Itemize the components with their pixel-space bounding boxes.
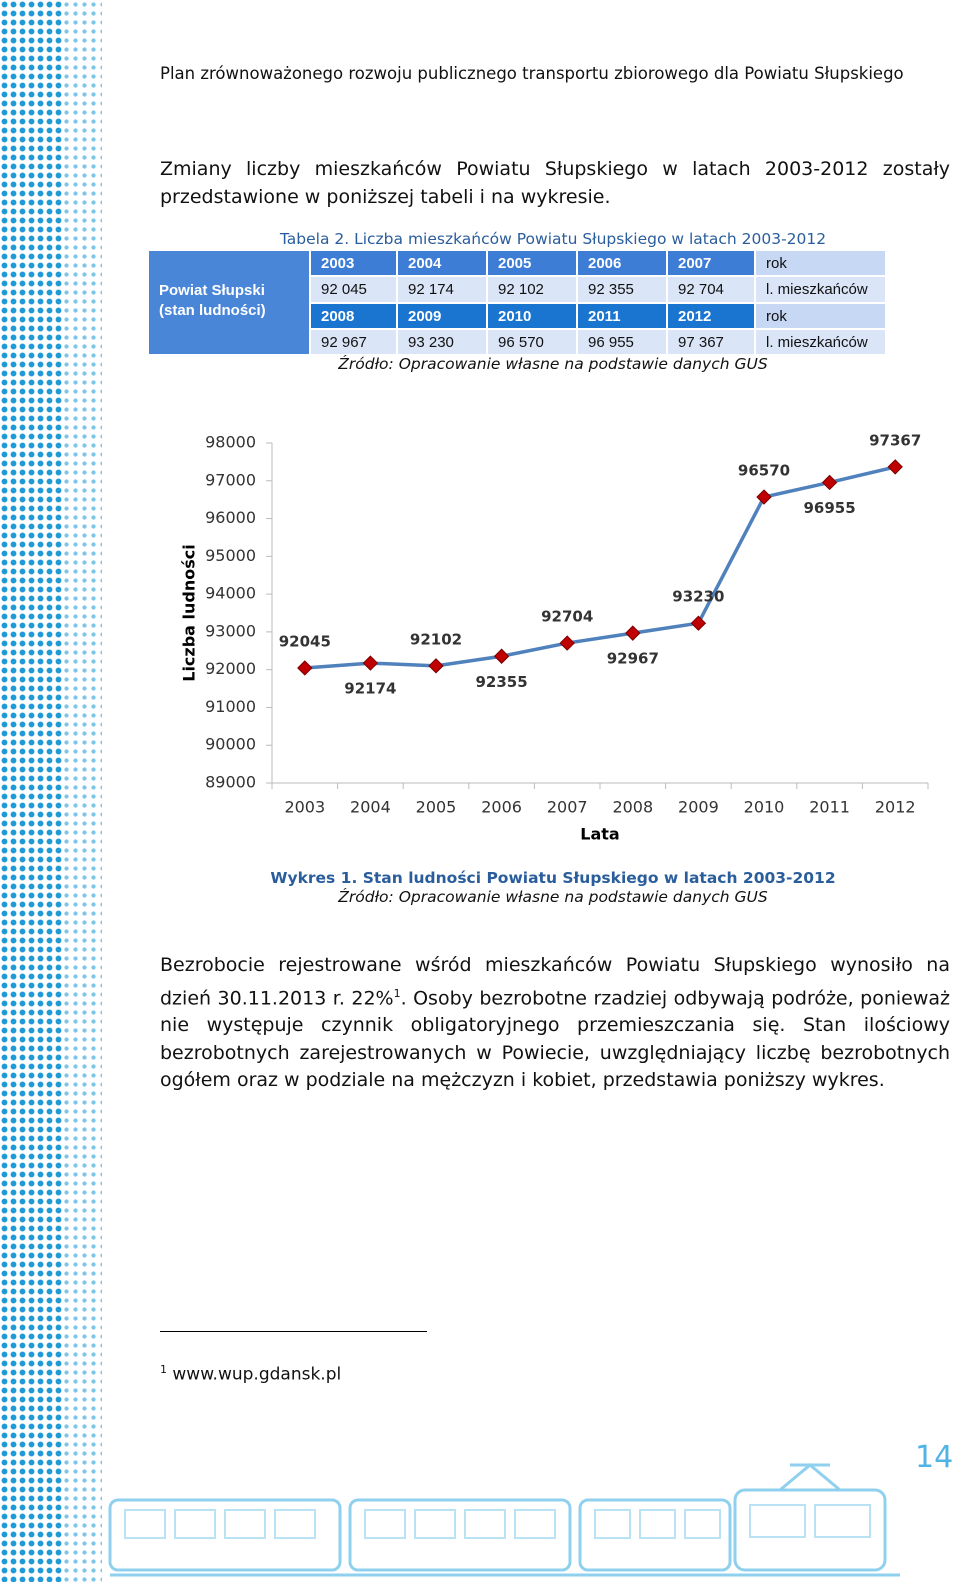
y-tick-label: 90000 [205, 735, 256, 754]
footnote-text: www.wup.gdansk.pl [172, 1364, 342, 1385]
stub-line: (stan ludności) [159, 302, 266, 319]
x-axis-label: Lata [580, 825, 619, 844]
table-source: Źródło: Opracowanie własne na podstawie … [338, 355, 768, 373]
table: Powiat Słupski (stan ludności) 2003 2004 2… [148, 250, 886, 355]
data-label: 92355 [476, 673, 528, 691]
data-label: 96955 [804, 499, 856, 517]
table-cell: 2003 [310, 250, 397, 277]
marker [362, 655, 379, 671]
table-cell: rok [755, 302, 886, 329]
footnote-rule [160, 1331, 427, 1332]
decor-stripe [0, 0, 62, 1582]
marker [297, 660, 313, 676]
footnote-ref: 1 [393, 986, 401, 1000]
x-tick-label: 2010 [744, 798, 785, 817]
table-cell: 2008 [310, 302, 397, 329]
marker [756, 489, 772, 505]
table-cell: 96 955 [577, 328, 667, 355]
table-cell: 2006 [577, 250, 667, 277]
table-cell: l. mieszkańców [755, 328, 886, 355]
table-cell: 93 230 [397, 328, 487, 355]
x-tick-label: 2003 [284, 798, 325, 817]
table-cell: 92 967 [310, 328, 397, 355]
y-tick-label: 98000 [205, 433, 256, 452]
marker [493, 648, 510, 664]
data-label: 97367 [869, 431, 921, 449]
data-label: 92102 [410, 630, 462, 648]
stub-line: Powiat Słupski [159, 282, 265, 299]
data-label: 96570 [738, 462, 790, 480]
table-cell: 92 704 [667, 276, 755, 303]
marker [887, 459, 903, 475]
data-label: 92967 [607, 650, 659, 668]
marker [821, 474, 838, 491]
data-label: 92174 [344, 680, 396, 698]
x-tick-label: 2004 [350, 798, 391, 817]
y-tick-label: 96000 [205, 508, 256, 527]
x-tick-label: 2008 [612, 798, 653, 817]
table-cell: l. mieszkańców [755, 276, 886, 303]
marker [625, 625, 641, 641]
x-tick-label: 2005 [416, 798, 457, 817]
y-axis-label: Liczba ludności [180, 544, 199, 682]
data-label: 93230 [672, 588, 724, 606]
table-cell: 2007 [667, 250, 755, 277]
table-cell: 92 355 [577, 276, 667, 303]
table-caption: Tabela 2. Liczba mieszkańców Powiatu Słu… [279, 230, 827, 248]
paragraph: Bezrobocie rejestrowane wśród mieszkańcó… [160, 952, 950, 1095]
marker [428, 658, 444, 674]
x-tick-label: 2009 [678, 798, 719, 817]
decor-stripe [62, 0, 102, 1582]
table-cell: 96 570 [487, 328, 577, 355]
y-tick-label: 95000 [205, 546, 256, 565]
table-cell: 2009 [397, 302, 487, 329]
marker [690, 615, 707, 631]
table-cell: 92 174 [397, 276, 487, 303]
y-tick-label: 89000 [205, 773, 256, 792]
table-cell: 92 102 [487, 276, 577, 303]
marker [559, 635, 575, 651]
y-tick-label: 94000 [205, 584, 256, 603]
y-tick-label: 92000 [205, 659, 256, 678]
x-tick-label: 2007 [547, 798, 588, 817]
text: Bezrobocie rejestrowane wśród mieszkańcó… [160, 954, 950, 1009]
data-label: 92045 [279, 632, 331, 650]
table-cell: 97 367 [667, 328, 755, 355]
header: Plan zrównoważonego rozwoju publicznego … [160, 64, 904, 83]
x-tick-label: 2012 [875, 798, 916, 817]
data-label: 92704 [541, 608, 593, 626]
x-tick-label: 2011 [809, 798, 850, 817]
table-cell: 92 045 [310, 276, 397, 303]
y-tick-label: 91000 [205, 697, 256, 716]
text: . Osoby bezrobotne rzadziej odbywają pod… [160, 986, 950, 1092]
y-tick-label: 97000 [205, 470, 256, 489]
table-cell: 2011 [577, 302, 667, 329]
table-cell: 2010 [487, 302, 577, 329]
chart-source: Źródło: Opracowanie własne na podstawie … [338, 888, 768, 906]
line [304, 465, 896, 670]
chart-caption: Wykres 1. Stan ludności Powiatu Słupskie… [270, 869, 836, 887]
table-cell: rok [755, 250, 886, 277]
page-number: 14 [915, 1440, 954, 1475]
table-cell: 2004 [397, 250, 487, 277]
intro: Zmiany liczby mieszkańców Powiatu Słupsk… [160, 158, 950, 208]
y-tick-label: 93000 [205, 621, 256, 640]
footnote-number: 1 [160, 1363, 167, 1376]
footnote: 1 www.wup.gdansk.pl [160, 1363, 341, 1385]
table-stub: Powiat Słupski (stan ludności) [148, 250, 310, 355]
table-cell: 2005 [487, 250, 577, 277]
x-tick-label: 2006 [481, 798, 522, 817]
table-cell: 2012 [667, 302, 755, 329]
